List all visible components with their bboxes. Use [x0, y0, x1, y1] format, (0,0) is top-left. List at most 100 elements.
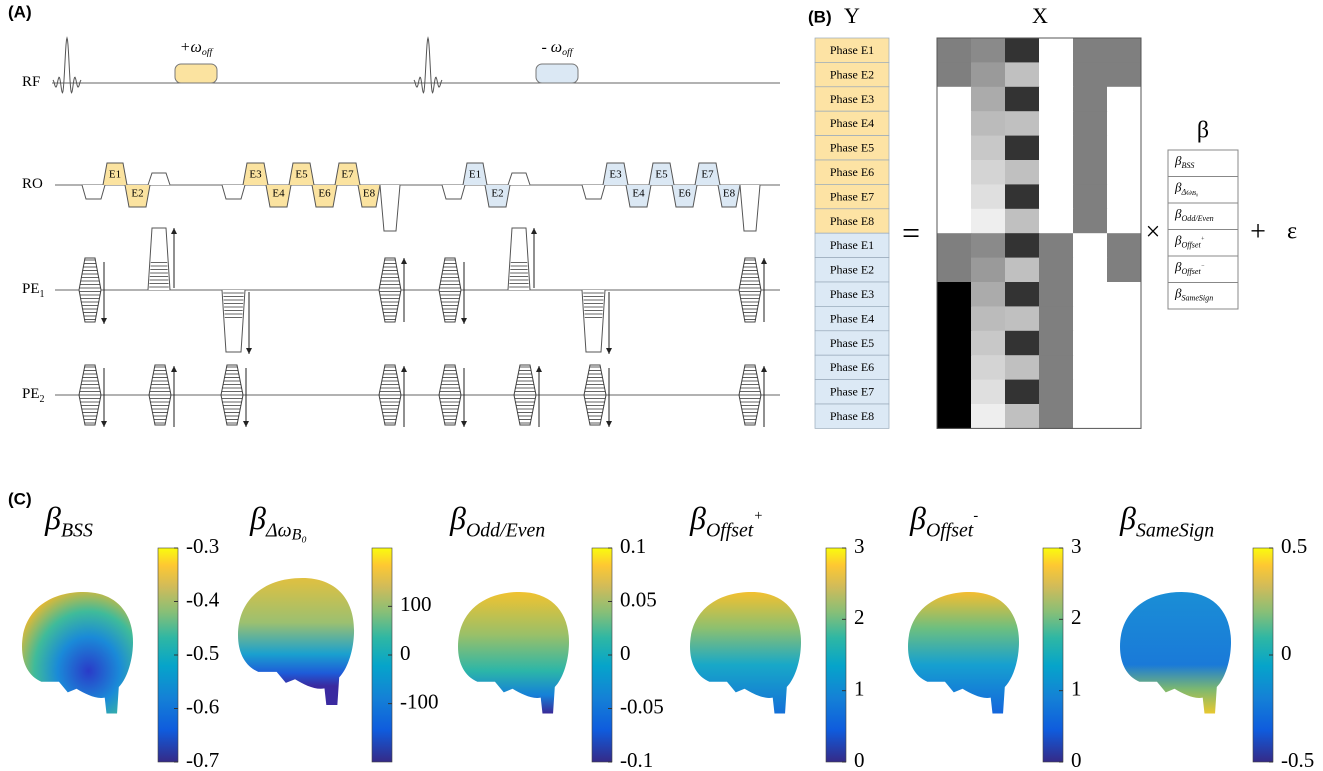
matrix-cell: [1073, 38, 1108, 63]
arrow-head: [246, 348, 252, 354]
phase-label: Phase E1: [830, 238, 874, 252]
matrix-cell: [1039, 184, 1074, 209]
matrix-cell: [937, 258, 972, 283]
matrix-cell: [971, 306, 1006, 331]
symbol: - ω: [541, 39, 562, 56]
symbol: β: [44, 500, 61, 536]
matrix-cell: [1073, 258, 1108, 283]
gradient-lobe: [740, 185, 760, 231]
subscript: Offset: [1181, 267, 1201, 276]
matrix-cell: [937, 380, 972, 405]
matrix-cell: [1039, 62, 1074, 87]
matrix-cell: [1039, 258, 1074, 283]
superscript: −: [1201, 263, 1205, 269]
matrix-cell: [1107, 380, 1142, 405]
matrix-cell: [971, 62, 1006, 87]
gradient-lobe: [148, 228, 170, 290]
matrix-cell: [971, 87, 1006, 112]
symbol: β: [1119, 500, 1136, 536]
colorbar: [1043, 548, 1063, 762]
arrow-head: [536, 366, 542, 372]
matrix-cell: [1005, 87, 1040, 112]
brain-map: [1120, 592, 1231, 713]
matrix-cell: [937, 38, 972, 63]
matrix-cell: [1005, 233, 1040, 258]
symbol: β: [689, 500, 706, 536]
panel-label: (C): [8, 489, 32, 508]
gradient-lobe: [508, 228, 530, 290]
superscript: +: [753, 508, 763, 524]
matrix-cell: [1073, 136, 1108, 161]
matrix-cell: [1039, 87, 1074, 112]
colorbar-tick-label: -0.3: [186, 534, 219, 558]
row-label: PE2: [22, 386, 45, 405]
matrix-cell: [1107, 355, 1142, 380]
matrix-cell: [937, 160, 972, 185]
phase-label: Phase E7: [830, 189, 874, 203]
echo-label: E1: [469, 169, 481, 181]
phase-label: Phase E2: [830, 263, 874, 277]
subscript: off: [562, 47, 574, 58]
arrow-head: [243, 421, 249, 427]
arrow-head: [461, 318, 467, 324]
colorbar-tick-label: -0.5: [1281, 748, 1314, 771]
gradient-lobe: [508, 173, 530, 185]
matrix-cell: [1107, 111, 1142, 136]
matrix-cell: [971, 404, 1006, 429]
colorbar-tick-label: 0.5: [1281, 534, 1307, 558]
echo-label: E6: [678, 188, 691, 200]
echo-label: E3: [609, 169, 622, 181]
matrix-cell: [1107, 38, 1142, 63]
matrix-cell: [1005, 136, 1040, 161]
matrix-cell: [937, 111, 972, 136]
brain-map: [458, 592, 569, 713]
rf-pulse: [414, 38, 442, 93]
phase-label: Phase E1: [830, 43, 874, 57]
matrix-cell: [1039, 136, 1074, 161]
saturation-pulse: [175, 64, 217, 83]
map-title: βΔωB₀: [249, 500, 307, 543]
matrix-cell: [1107, 233, 1142, 258]
phase-label: Phase E5: [830, 141, 874, 155]
matrix-cell: [937, 209, 972, 234]
arrow-head: [606, 348, 612, 354]
phase-label: Phase E4: [830, 116, 874, 130]
arrow-head: [171, 366, 177, 372]
phase-label: Phase E2: [830, 67, 874, 81]
matrix-cell: [971, 111, 1006, 136]
phase-label: Phase E8: [830, 214, 874, 228]
colorbar-tick-label: 0: [400, 641, 411, 665]
matrix-cell: [1107, 62, 1142, 87]
map-title: βOffset+: [689, 500, 763, 541]
matrix-cell: [1039, 331, 1074, 356]
matrix-cell: [1005, 306, 1040, 331]
symbol: β: [449, 500, 466, 536]
subscript: Offset: [706, 519, 754, 541]
row-label: RO: [22, 176, 43, 192]
subscript: Odd/Even: [1181, 214, 1213, 223]
row-name: PE: [22, 281, 40, 297]
subscript: B₀: [292, 526, 307, 543]
brain-map: [908, 592, 1019, 713]
matrix-cell: [1107, 331, 1142, 356]
pulse-label: +ωoff: [180, 39, 214, 58]
colorbar-tick-label: 2: [854, 605, 865, 629]
operator: +: [1250, 216, 1266, 247]
subscript: Offset: [1181, 240, 1201, 249]
matrix-cell: [1073, 209, 1108, 234]
matrix-cell: [1107, 87, 1142, 112]
matrix-cell: [971, 355, 1006, 380]
map-title: βSameSign: [1119, 500, 1214, 541]
symbol: β: [249, 500, 266, 536]
colorbar-tick-label: 0: [854, 748, 865, 771]
row-sub: 1: [40, 289, 45, 300]
matrix-cell: [1005, 258, 1040, 283]
matrix-cell: [971, 380, 1006, 405]
matrix-cell: [1107, 404, 1142, 429]
matrix-cell: [971, 136, 1006, 161]
gradient-lobe: [82, 185, 105, 199]
colorbar: [826, 548, 846, 762]
matrix-cell: [1073, 184, 1108, 209]
row-name: RO: [22, 176, 43, 192]
colorbar-tick-label: -0.7: [186, 748, 219, 771]
